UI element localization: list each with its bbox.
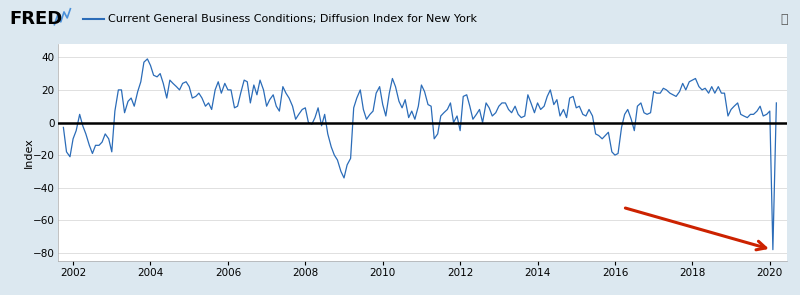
Text: FRED: FRED (10, 10, 63, 28)
Text: ⛶: ⛶ (781, 13, 788, 26)
Text: Current General Business Conditions; Diffusion Index for New York: Current General Business Conditions; Dif… (108, 14, 477, 24)
Y-axis label: Index: Index (24, 137, 34, 168)
